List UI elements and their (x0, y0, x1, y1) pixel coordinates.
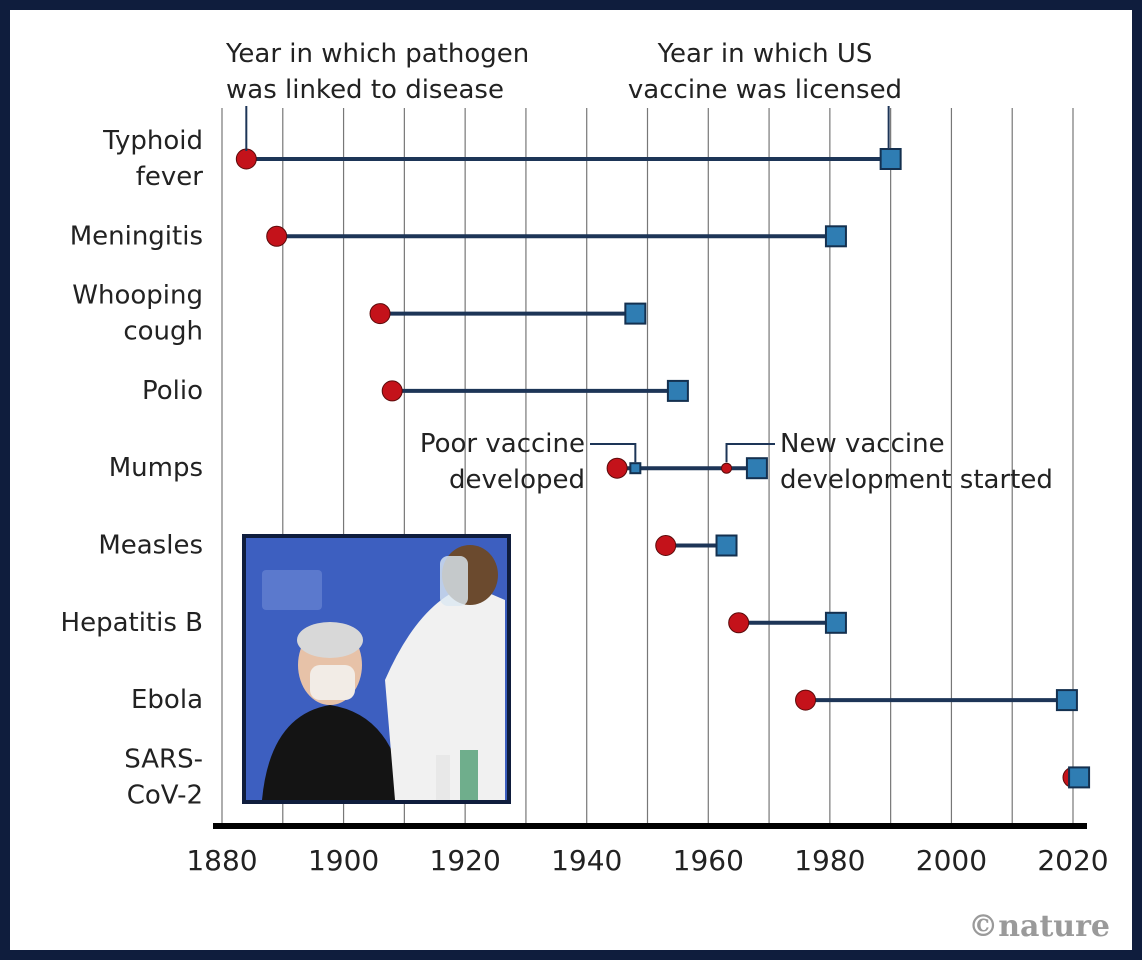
x-tick-label: 1900 (308, 844, 379, 877)
photo-coat (385, 585, 505, 800)
x-tick-label: 1960 (673, 844, 744, 877)
point (1068, 766, 1091, 789)
category-label: Ebola (131, 685, 203, 715)
photo-shield (440, 556, 468, 606)
category-label: Mumps (109, 453, 203, 483)
category-label: Measles (98, 530, 203, 560)
x-tick-label: 1920 (430, 844, 501, 877)
annotation: Poor vaccine developed (420, 429, 585, 495)
point (824, 225, 847, 248)
point (624, 302, 647, 325)
x-tick-label: 1980 (794, 844, 865, 877)
category-label: Typhoid fever (102, 126, 203, 192)
point (369, 303, 391, 325)
point (721, 462, 733, 474)
photo-hair (297, 622, 363, 658)
point (629, 462, 642, 475)
point (824, 611, 847, 634)
point (606, 457, 628, 479)
photo-bottle (460, 750, 478, 800)
x-tick-label: 1940 (551, 844, 622, 877)
category-label: Whooping cough (72, 280, 203, 346)
annotation: New vaccine development started (780, 429, 1053, 495)
point (745, 457, 768, 480)
category-label: Polio (142, 375, 203, 405)
point (235, 148, 257, 170)
grid: 1880 1900 1920 1940 1960 1980 2000 2020 (186, 108, 1109, 877)
category-label: SARS-CoV-2 (124, 744, 203, 810)
annotation: Year in which pathogen was linked to dise… (225, 39, 529, 105)
annotation: Year in which US vaccine was licensed (628, 39, 902, 105)
leader-line (590, 443, 637, 463)
photo-mask (310, 665, 355, 700)
photo (242, 534, 511, 804)
point (266, 225, 288, 247)
x-tick-label: 2000 (916, 844, 987, 877)
photo-logo (262, 570, 322, 610)
source: ©nature (968, 909, 1110, 944)
category-label: Hepatitis B (61, 607, 203, 637)
point (381, 380, 403, 402)
x-tick-label: 1880 (186, 844, 257, 877)
point (715, 534, 738, 557)
point (1055, 689, 1078, 712)
point (795, 689, 817, 711)
photo-shirt (262, 705, 405, 800)
category-label: Meningitis (70, 221, 203, 251)
photo-bottle (436, 755, 450, 800)
point (666, 379, 689, 402)
leader-line (725, 443, 775, 463)
point (879, 148, 902, 170)
point (728, 612, 750, 634)
x-tick-label: 2020 (1037, 844, 1108, 877)
point (655, 535, 677, 556)
marks: Typhoid fever Meningitis Whooping cough Polio… (61, 39, 1091, 810)
